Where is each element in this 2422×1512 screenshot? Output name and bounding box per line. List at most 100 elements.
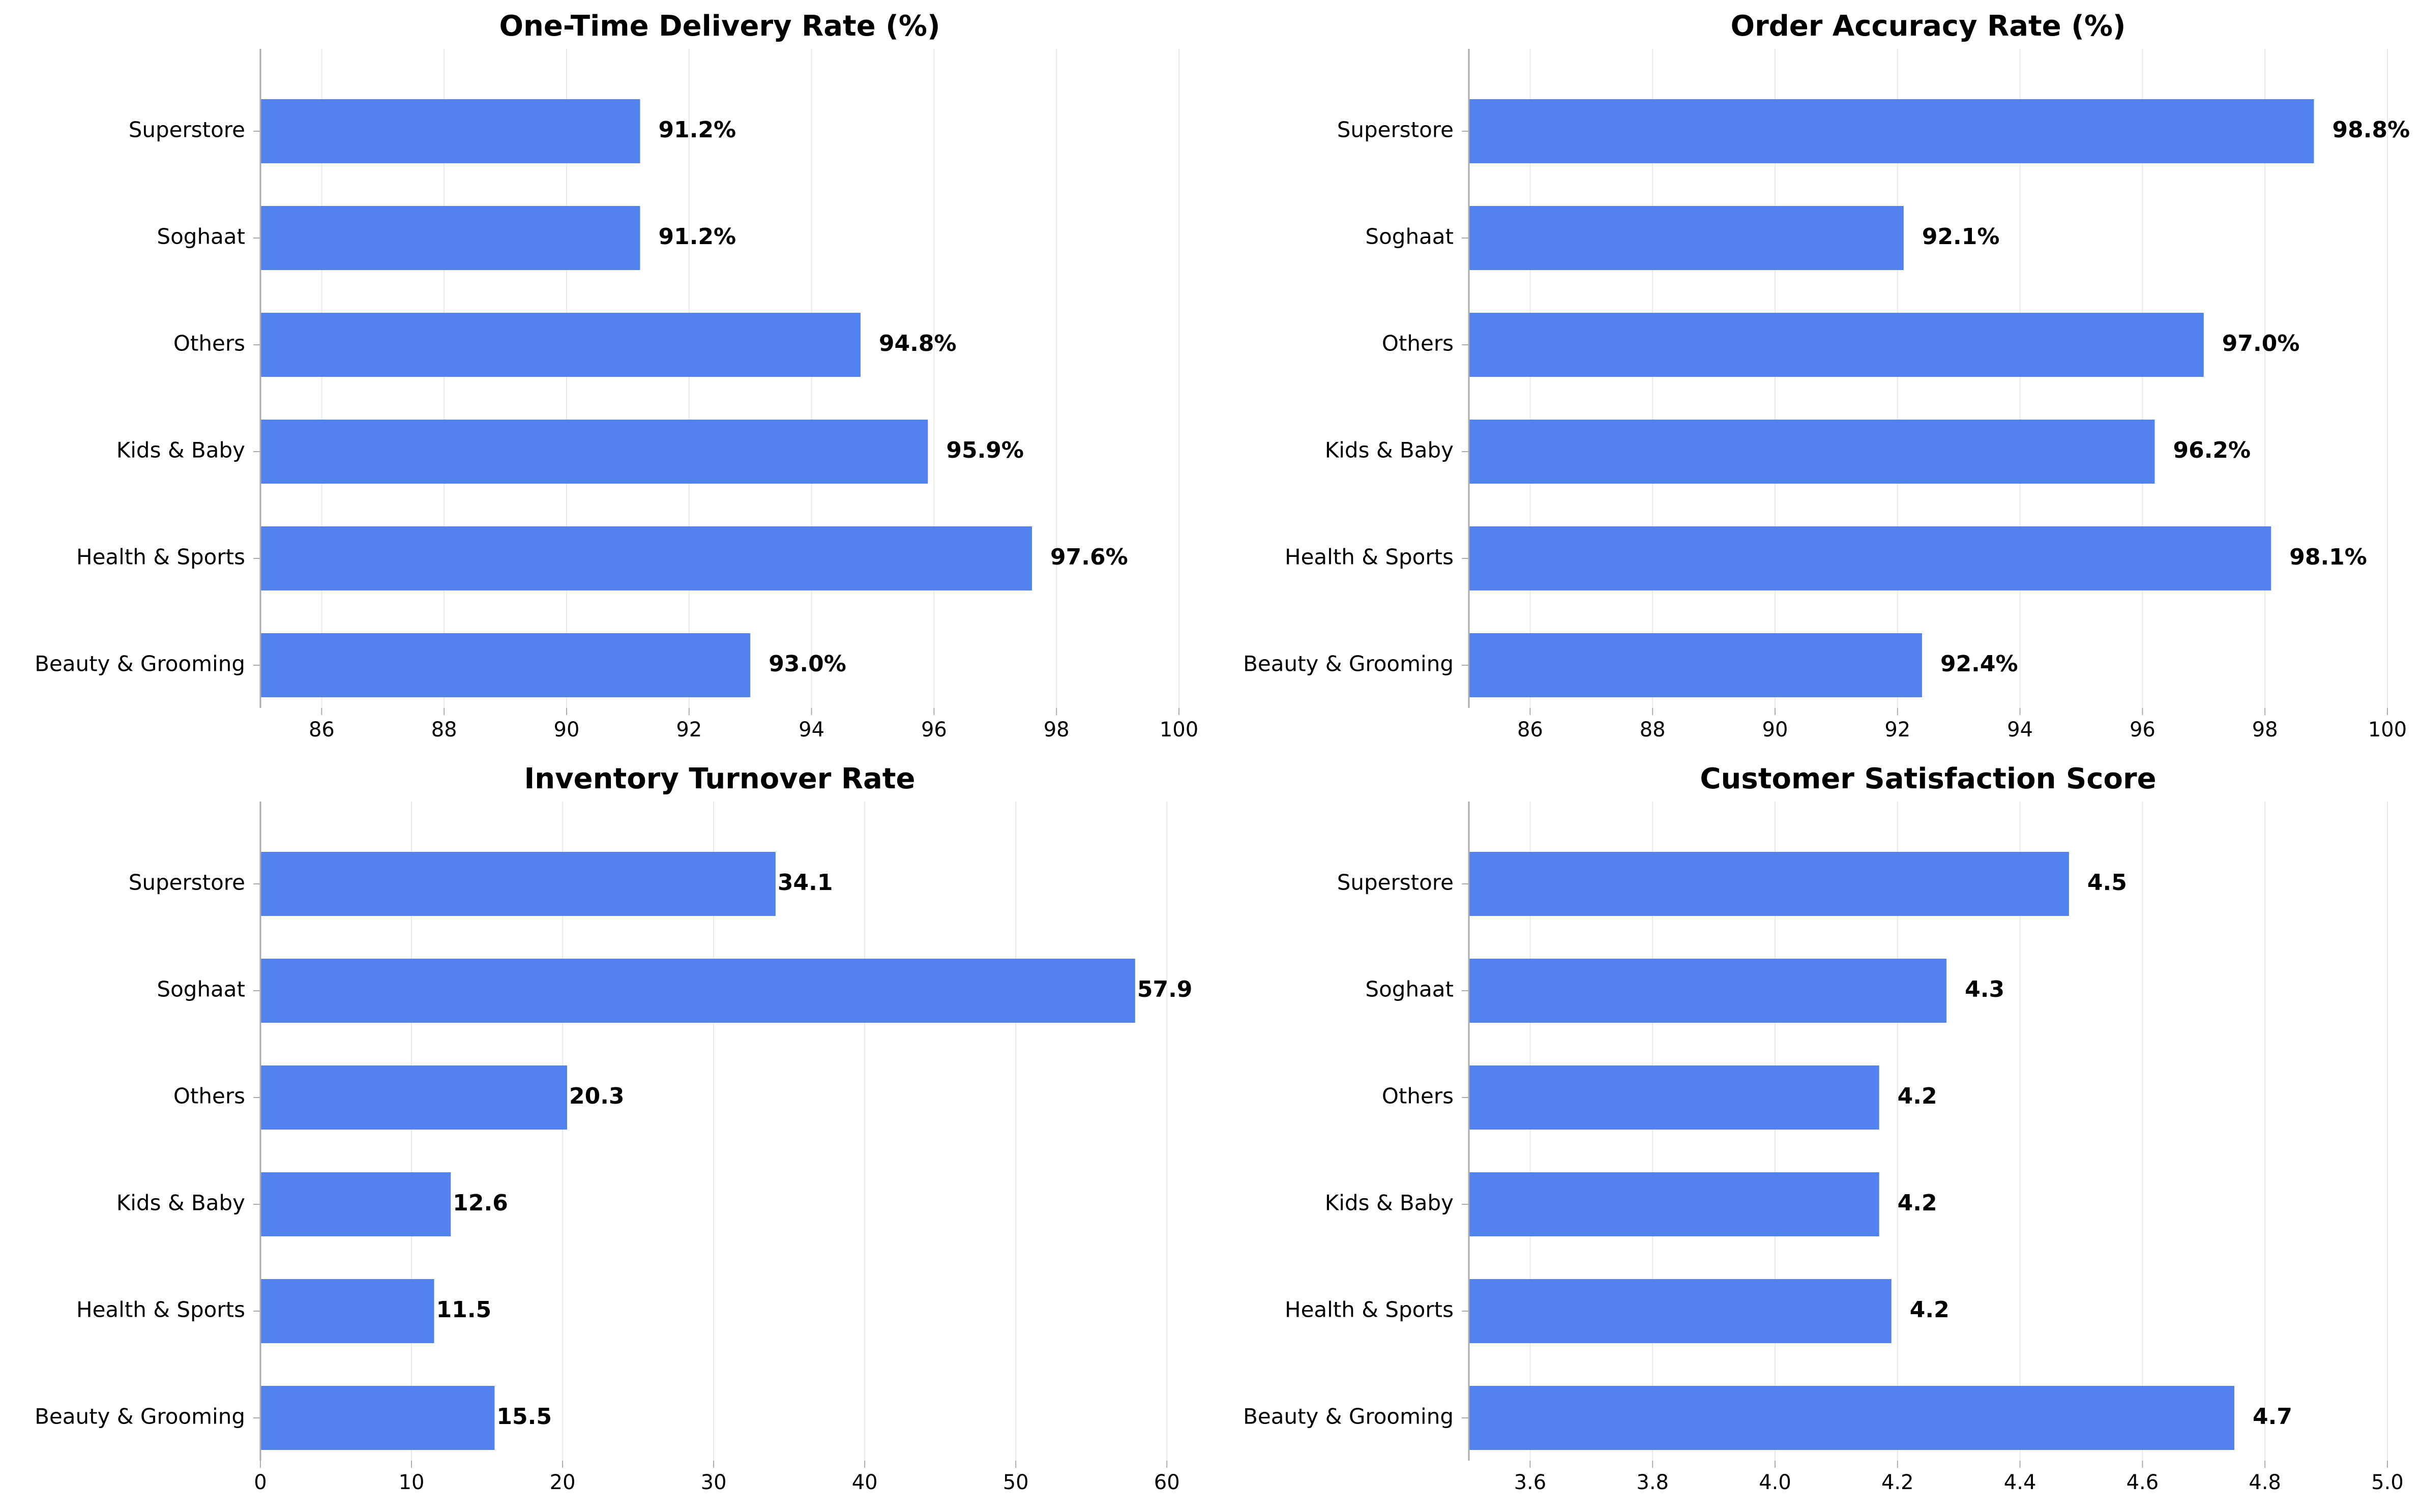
x-tick-label: 0 xyxy=(254,1471,267,1494)
x-tick-label: 94 xyxy=(2007,718,2033,742)
x-tick-label: 86 xyxy=(309,718,335,742)
bar xyxy=(1469,313,2204,377)
bar xyxy=(1469,1386,2234,1450)
category-label: Superstore xyxy=(1337,870,1454,895)
bar xyxy=(260,1065,567,1130)
x-tick-label: 88 xyxy=(431,718,457,742)
category-label: Others xyxy=(173,1084,245,1109)
bar xyxy=(260,206,640,270)
x-tick-label: 5.0 xyxy=(2371,1471,2404,1494)
x-tick-label: 94 xyxy=(799,718,824,742)
x-tick-label: 4.2 xyxy=(1881,1471,1914,1494)
category-label: Superstore xyxy=(1337,117,1454,142)
x-tick-label: 100 xyxy=(1160,718,1198,742)
x-tick-label: 40 xyxy=(852,1471,878,1494)
x-tick-label: 96 xyxy=(2130,718,2155,742)
x-tick-label: 20 xyxy=(550,1471,576,1494)
category-label: Health & Sports xyxy=(76,1297,245,1322)
data-label: 34.1 xyxy=(778,870,833,896)
bar xyxy=(260,1279,434,1343)
category-label: Soghaat xyxy=(157,224,245,249)
chart-panel-3: 15.5 11.5 12.6 20.3 57.9 34.1 Beauty & Groomin… xyxy=(35,762,1192,1494)
bar xyxy=(1469,633,1922,697)
x-tick-label: 100 xyxy=(2368,718,2407,742)
data-label: 91.2% xyxy=(658,224,736,250)
x-tick-label: 30 xyxy=(701,1471,727,1494)
bar xyxy=(1469,99,2314,163)
data-label: 96.2% xyxy=(2173,437,2251,463)
data-label: 91.2% xyxy=(658,117,736,143)
x-tick-label: 3.6 xyxy=(1514,1471,1547,1494)
x-tick-label: 4.6 xyxy=(2126,1471,2159,1494)
category-label: Beauty & Grooming xyxy=(1243,1404,1454,1429)
bar xyxy=(1469,1172,1879,1236)
category-label: Kids & Baby xyxy=(1325,438,1454,463)
category-label: Soghaat xyxy=(1365,977,1454,1002)
data-label: 4.3 xyxy=(1965,976,2004,1002)
data-label: 92.4% xyxy=(1940,651,2018,677)
chart-panel-4: 4.7 4.2 4.2 4.2 4.3 4.5 Beauty & Grooming Healt… xyxy=(1243,762,2404,1494)
category-label: Beauty & Grooming xyxy=(1243,651,1454,676)
data-label: 20.3 xyxy=(569,1083,625,1109)
data-label: 4.2 xyxy=(1910,1297,1950,1323)
x-tick-label: 4.8 xyxy=(2249,1471,2281,1494)
bar xyxy=(260,313,861,377)
x-tick-label: 90 xyxy=(554,718,580,742)
bar xyxy=(260,420,928,484)
data-label: 97.0% xyxy=(2222,331,2300,357)
bar xyxy=(1469,420,2155,484)
chart-title: One-Time Delivery Rate (%) xyxy=(499,10,940,43)
category-label: Kids & Baby xyxy=(116,438,245,463)
data-label: 57.9 xyxy=(1137,976,1193,1002)
x-tick-label: 98 xyxy=(2252,718,2278,742)
data-label: 4.5 xyxy=(2087,870,2127,896)
x-tick-label: 92 xyxy=(676,718,702,742)
bar xyxy=(1469,206,1904,270)
bar xyxy=(1469,1279,1892,1343)
category-label: Superstore xyxy=(129,870,245,895)
x-tick-label: 3.8 xyxy=(1636,1471,1669,1494)
bar xyxy=(260,633,751,697)
data-label: 15.5 xyxy=(496,1404,552,1430)
chart-panel-2: 92.4% 98.1% 96.2% 97.0% 92.1% 98.8% Beauty & G… xyxy=(1243,10,2410,742)
bar xyxy=(260,1386,495,1450)
chart-title: Customer Satisfaction Score xyxy=(1700,762,2156,795)
x-tick-label: 50 xyxy=(1003,1471,1029,1494)
data-label: 98.1% xyxy=(2289,544,2367,570)
data-label: 94.8% xyxy=(879,331,957,357)
data-label: 4.2 xyxy=(1898,1190,1937,1216)
category-label: Others xyxy=(1382,1084,1454,1109)
bar xyxy=(260,99,640,163)
category-label: Beauty & Grooming xyxy=(35,651,245,676)
x-tick-label: 86 xyxy=(1517,718,1543,742)
data-label: 4.2 xyxy=(1898,1083,1937,1109)
category-label: Health & Sports xyxy=(76,545,245,570)
data-label: 97.6% xyxy=(1050,544,1128,570)
x-tick-label: 98 xyxy=(1044,718,1070,742)
data-label: 11.5 xyxy=(436,1297,492,1323)
category-label: Others xyxy=(1382,331,1454,356)
bar xyxy=(260,526,1032,590)
category-label: Soghaat xyxy=(157,977,245,1002)
bar xyxy=(1469,852,2069,916)
data-label: 98.8% xyxy=(2332,117,2410,143)
data-label: 4.7 xyxy=(2253,1404,2292,1430)
x-tick-label: 10 xyxy=(399,1471,425,1494)
x-tick-label: 96 xyxy=(921,718,947,742)
data-label: 95.9% xyxy=(946,437,1024,463)
bar xyxy=(1469,1065,1879,1130)
chart-panel-1: 93.0% 97.6% 95.9% 94.8% 91.2% 91.2% Beauty & G… xyxy=(35,10,1198,742)
x-tick-label: 4.4 xyxy=(2004,1471,2036,1494)
data-label: 92.1% xyxy=(1922,224,2000,250)
category-label: Health & Sports xyxy=(1285,1297,1454,1322)
bar xyxy=(1469,959,1947,1023)
x-tick-label: 60 xyxy=(1154,1471,1180,1494)
category-label: Kids & Baby xyxy=(116,1191,245,1215)
chart-title: Order Accuracy Rate (%) xyxy=(1730,10,2125,43)
x-tick-label: 90 xyxy=(1762,718,1788,742)
data-label: 93.0% xyxy=(769,651,846,677)
category-label: Others xyxy=(173,331,245,356)
category-label: Health & Sports xyxy=(1285,545,1454,570)
